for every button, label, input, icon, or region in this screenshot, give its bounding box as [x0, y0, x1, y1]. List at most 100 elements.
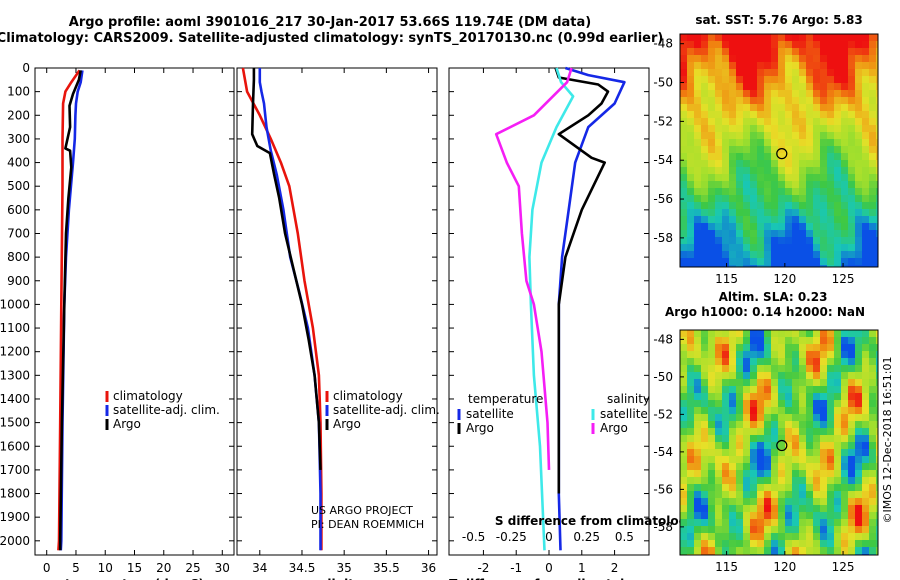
map-cell: [869, 104, 877, 112]
map-cell: [715, 76, 723, 84]
map-cell: [722, 76, 730, 84]
map-x-tick-label: 125: [832, 272, 855, 286]
map-cell: [729, 69, 737, 77]
map-cell: [736, 167, 744, 175]
map-cell: [799, 118, 807, 126]
map-cell: [736, 62, 744, 70]
map-cell: [694, 547, 702, 555]
map-cell: [757, 48, 765, 56]
map-cell: [820, 34, 828, 42]
map-cell: [862, 34, 870, 42]
map-cell: [827, 223, 835, 231]
map-cell: [722, 442, 730, 450]
map-cell: [694, 463, 702, 471]
map-cell: [687, 195, 695, 203]
y-tick-label: 1900: [0, 510, 30, 524]
map-cell: [792, 146, 800, 154]
map-cell: [841, 505, 849, 513]
map-cell: [778, 344, 786, 352]
map-cell: [708, 216, 716, 224]
map-cell: [701, 223, 709, 231]
map-cell: [855, 435, 863, 443]
map-cell: [848, 505, 856, 513]
map-cell: [841, 90, 849, 98]
map-cell: [687, 111, 695, 119]
map-cell: [708, 104, 716, 112]
map-cell: [785, 512, 793, 520]
map-cell: [855, 386, 863, 394]
map-cell: [785, 435, 793, 443]
map-cell: [792, 202, 800, 210]
map-cell: [757, 111, 765, 119]
map-cell: [792, 456, 800, 464]
map-cell: [813, 132, 821, 140]
map-cell: [841, 519, 849, 527]
map-cell: [694, 237, 702, 245]
map-cell: [694, 519, 702, 527]
map-cell: [764, 55, 772, 63]
map-cell: [848, 118, 856, 126]
map-cell: [827, 393, 835, 401]
map-cell: [792, 111, 800, 119]
map-cell: [743, 83, 751, 91]
map-cell: [743, 209, 751, 217]
map-cell: [869, 414, 877, 422]
map-cell: [694, 372, 702, 380]
map-cell: [680, 174, 688, 182]
map-cell: [813, 547, 821, 555]
map-cell: [743, 118, 751, 126]
map-cell: [806, 244, 814, 252]
map-cell: [757, 153, 765, 161]
map-cell: [806, 111, 814, 119]
map-cell: [715, 351, 723, 359]
map-cell: [715, 188, 723, 196]
map-cell: [778, 188, 786, 196]
map-cell: [743, 547, 751, 555]
map-cell: [827, 181, 835, 189]
map-cell: [680, 470, 688, 478]
map-cell: [813, 358, 821, 366]
map-cell: [806, 174, 814, 182]
map-cell: [757, 41, 765, 49]
map-cell: [827, 463, 835, 471]
map-cell: [813, 533, 821, 541]
map-cell: [750, 48, 758, 56]
map-cell: [813, 153, 821, 161]
map-cell: [687, 251, 695, 259]
map-cell: [750, 372, 758, 380]
map-y-tick-label: -48: [653, 332, 673, 346]
map-cell: [792, 230, 800, 238]
map-cell: [855, 48, 863, 56]
map-cell: [820, 484, 828, 492]
map-cell: [687, 463, 695, 471]
map-cell: [764, 449, 772, 457]
map-cell: [736, 477, 744, 485]
map-cell: [771, 62, 779, 70]
map-cell: [869, 456, 877, 464]
map-cell: [841, 463, 849, 471]
map-cell: [813, 118, 821, 126]
map-cell: [862, 442, 870, 450]
map-cell: [848, 463, 856, 471]
map-cell: [722, 223, 730, 231]
map-cell: [680, 351, 688, 359]
map-cell: [785, 209, 793, 217]
map-cell: [778, 223, 786, 231]
map-cell: [862, 414, 870, 422]
map-cell: [771, 90, 779, 98]
map-cell: [813, 449, 821, 457]
map-cell: [841, 337, 849, 345]
map-cell: [848, 379, 856, 387]
map-cell: [785, 526, 793, 534]
map-cell: [701, 111, 709, 119]
map-cell: [694, 188, 702, 196]
map-cell: [743, 393, 751, 401]
map-cell: [806, 195, 814, 203]
map-cell: [820, 83, 828, 91]
map-cell: [778, 146, 786, 154]
map-cell: [855, 41, 863, 49]
map-cell: [771, 97, 779, 105]
map-cell: [757, 83, 765, 91]
map-cell: [715, 456, 723, 464]
map-cell: [736, 547, 744, 555]
